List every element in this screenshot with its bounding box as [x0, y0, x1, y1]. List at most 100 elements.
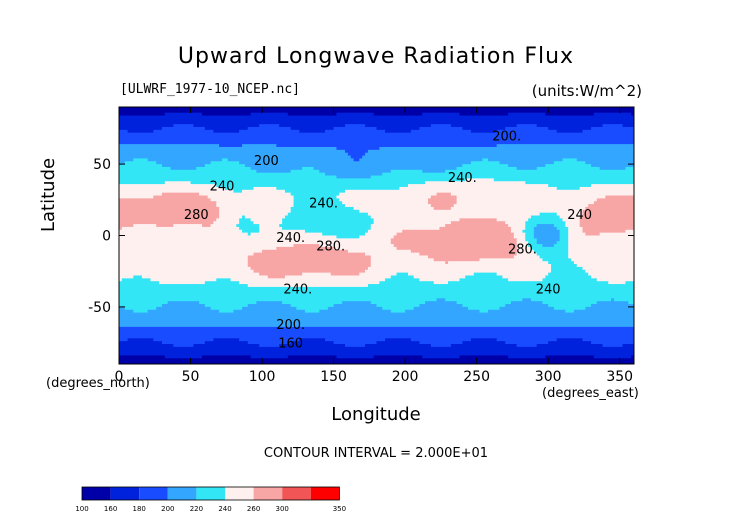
contour-cell [242, 306, 297, 311]
colorbar-tick-label: 350 [333, 505, 346, 513]
contour-cell [545, 164, 592, 168]
contour-cell [119, 112, 166, 117]
contour-cell [119, 195, 154, 199]
contour-cell [605, 195, 634, 199]
contour-cell [287, 212, 369, 217]
contour-cell [505, 341, 549, 345]
contour-cell [133, 275, 143, 279]
contour-cell [579, 186, 634, 191]
contour-cell [124, 306, 157, 311]
contour-cell [242, 215, 246, 219]
contour-cell [525, 226, 535, 231]
contour-cell [430, 204, 455, 208]
contour-cell [345, 204, 432, 208]
contour-cell [259, 224, 280, 228]
contour-cell [608, 281, 627, 285]
contour-cell [353, 158, 360, 162]
contour-cell [227, 158, 355, 162]
contour-cell [396, 232, 515, 237]
contour-cell [582, 212, 634, 217]
contour-cell [119, 115, 634, 120]
contour-cell [259, 272, 303, 277]
contour-label: 200. [276, 318, 305, 333]
contour-cell [419, 304, 463, 308]
contour-cell [536, 166, 601, 171]
contour-cell [250, 355, 289, 359]
contour-cell [499, 306, 555, 311]
contour-cell [533, 229, 561, 234]
contour-cell [596, 198, 634, 202]
contour-cell [119, 124, 174, 128]
contour-cell [559, 215, 581, 219]
contour-cell [370, 226, 441, 231]
contour-label: 200. [492, 129, 521, 144]
contour-cell [413, 275, 466, 279]
contour-cell [127, 338, 154, 342]
contour-cell [591, 341, 634, 345]
contour-cell [376, 341, 421, 345]
contour-cell [556, 186, 581, 191]
contour-cell [365, 344, 432, 348]
contour-cell [593, 112, 632, 117]
contour-cell [161, 126, 206, 131]
contour-cell [216, 184, 409, 188]
contour-cell [119, 152, 349, 157]
contour-cell [119, 352, 634, 357]
contour-cell [459, 278, 509, 282]
contour-cell [325, 129, 386, 134]
contour-cell [284, 189, 346, 194]
contour-cell [462, 304, 506, 308]
contour-cell [121, 278, 152, 282]
contour-cell [345, 344, 366, 348]
contour-cell [359, 158, 483, 162]
contour-cell [508, 224, 526, 228]
contour-cell [488, 158, 564, 162]
contour-cell [119, 186, 226, 191]
contour-cell [333, 341, 378, 345]
contour-cell [119, 361, 634, 364]
contour-cell [433, 258, 481, 262]
contour-cell [522, 229, 535, 234]
contour-cell [336, 146, 380, 151]
contour-cell [382, 306, 415, 311]
contour-cell [282, 218, 375, 222]
contour-cell [536, 224, 555, 228]
contour-cell [156, 306, 212, 311]
contour-cell [327, 306, 383, 311]
contour-cell [370, 301, 426, 305]
contour-cell [119, 166, 172, 171]
units-label: (units:W/m^2) [531, 82, 642, 100]
contour-cell [196, 166, 252, 171]
contour-cell [199, 192, 292, 197]
contour-cell [119, 126, 163, 131]
contour-cell [204, 281, 240, 285]
contour-cell [496, 218, 529, 222]
contour-cell [262, 249, 349, 254]
contour-cell [613, 298, 634, 302]
contour-cell [219, 309, 235, 314]
contour-cell [345, 124, 366, 128]
contour-cell [259, 124, 280, 128]
contour-cell [290, 206, 355, 211]
contour-cell [370, 255, 429, 259]
contour-cell [516, 241, 529, 245]
contour-cell [236, 224, 260, 228]
contour-cell [119, 226, 123, 231]
colorbar-tick-label: 180 [133, 505, 146, 513]
contour-cell [525, 232, 535, 237]
contour-cell [593, 201, 634, 205]
contour-cell [385, 129, 412, 134]
contour-cell [450, 192, 634, 197]
contour-cell [224, 186, 255, 191]
contour-cell [204, 304, 249, 308]
contour-cell [119, 335, 634, 339]
contour-cell [153, 338, 215, 342]
contour-cell [244, 164, 463, 168]
contour-cell [204, 164, 246, 168]
contour-cell [119, 221, 215, 225]
contour-cell [445, 298, 524, 302]
contour-cell [373, 112, 423, 117]
x-axis-label: Longitude [331, 404, 421, 425]
contour-cell [568, 229, 584, 234]
chart-title: Upward Longwave Radiation Flux [177, 44, 575, 69]
